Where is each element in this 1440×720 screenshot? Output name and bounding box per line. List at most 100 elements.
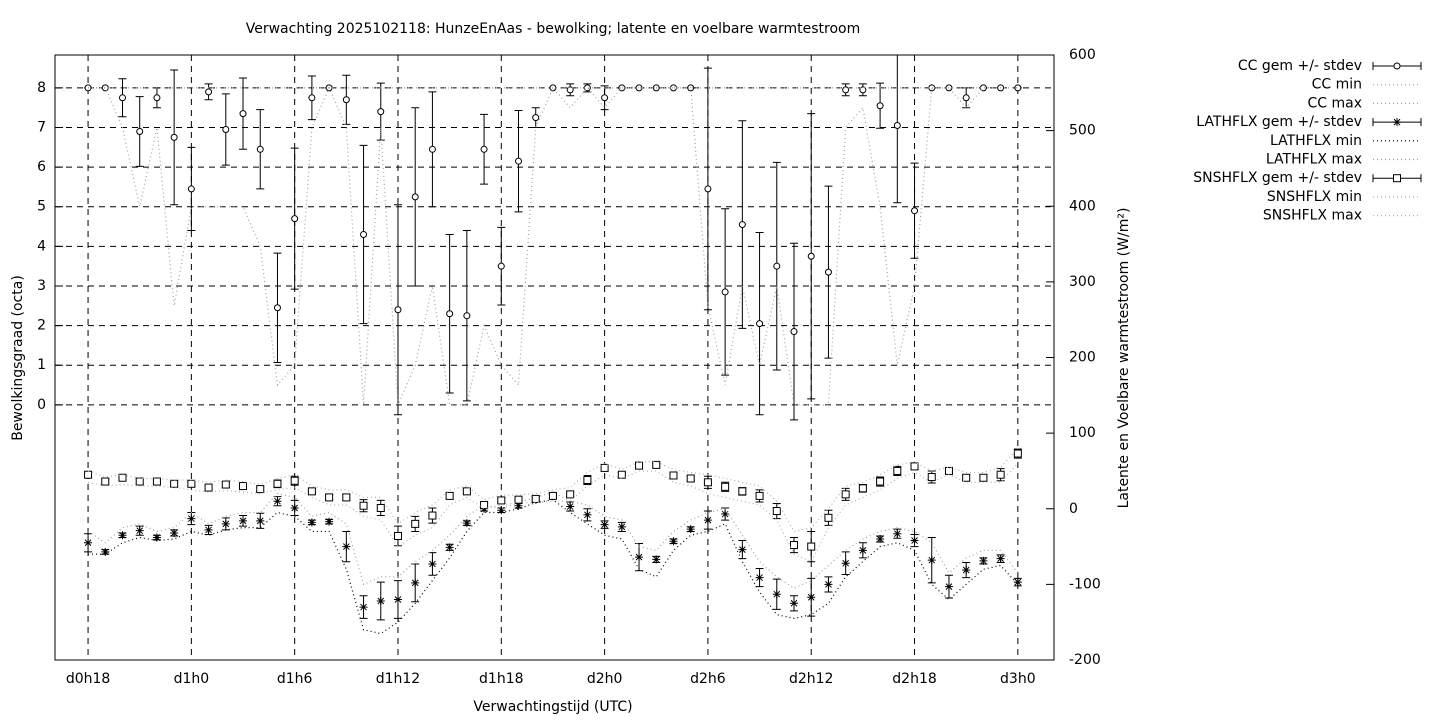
plot-area (55, 55, 1054, 660)
marker (152, 477, 161, 486)
marker (773, 262, 781, 270)
marker (273, 304, 281, 312)
marker (703, 516, 712, 525)
x-tick-label: d2h18 (892, 671, 936, 687)
marker (308, 94, 316, 102)
marker (152, 533, 161, 542)
marker (239, 516, 248, 525)
plot-frame (54, 54, 1055, 661)
x-tick-label: d2h6 (690, 671, 726, 687)
y-tick-label: 7 (37, 120, 46, 136)
y-tick-label: 8 (37, 80, 46, 96)
marker (927, 556, 936, 565)
marker (462, 519, 471, 528)
marker (893, 122, 901, 130)
y2-tick-label: 400 (1069, 198, 1096, 214)
marker (911, 207, 919, 215)
marker (601, 94, 609, 102)
marker (514, 501, 523, 510)
marker (84, 538, 93, 547)
marker (256, 485, 265, 494)
marker (187, 185, 195, 193)
marker (428, 145, 436, 153)
marker (101, 547, 110, 556)
legend-label: SNSHFLX max (1263, 208, 1362, 224)
marker (359, 501, 368, 510)
marker (273, 479, 282, 488)
marker (307, 487, 316, 496)
marker (222, 125, 230, 133)
marker (221, 519, 230, 528)
y2-tick-label: 500 (1069, 123, 1096, 139)
marker (876, 477, 885, 486)
chart-title: Verwachting 2025102118: HunzeEnAas - bew… (246, 21, 861, 37)
y2-tick-label: 200 (1069, 350, 1096, 366)
legend-label: LATHFLX gem +/- stdev (1196, 114, 1362, 130)
line (87, 491, 1019, 589)
marker (411, 578, 420, 587)
marker (944, 582, 953, 591)
legend-marker (1393, 118, 1401, 127)
marker (772, 507, 781, 516)
marker (515, 157, 523, 165)
y-axis-label: Bewolkingsgraad (octa) (10, 275, 26, 441)
line (88, 499, 1019, 635)
marker (497, 262, 505, 270)
marker (170, 479, 179, 488)
marker (411, 519, 420, 528)
marker (652, 460, 661, 469)
marker (996, 554, 1005, 563)
x-axis-label: Verwachtingstijd (UTC) (473, 699, 632, 715)
marker (583, 476, 592, 485)
x-tick-label: d2h12 (789, 671, 833, 687)
marker (858, 546, 867, 555)
marker (221, 480, 230, 489)
marker (566, 490, 575, 499)
x-tick-label: d1h12 (376, 671, 420, 687)
marker (790, 599, 799, 608)
marker (756, 320, 764, 328)
marker (342, 493, 351, 502)
marker (807, 593, 816, 602)
marker (84, 470, 93, 479)
x-tick-label: d3h0 (1000, 671, 1036, 687)
line (87, 462, 1019, 563)
marker (428, 559, 437, 568)
y2-tick-label: -100 (1069, 576, 1101, 592)
y-tick-label: 3 (37, 278, 46, 294)
x-tick-label: d1h18 (479, 671, 523, 687)
y-tick-label: 1 (37, 357, 46, 373)
marker (790, 541, 799, 550)
y-tick-label: 4 (37, 238, 46, 254)
marker (686, 474, 695, 483)
marker (290, 476, 299, 485)
marker (721, 288, 729, 296)
marker (548, 491, 557, 500)
marker (204, 483, 213, 492)
marker (755, 573, 764, 582)
legend-marker (1393, 174, 1401, 183)
marker (377, 108, 385, 116)
marker (772, 590, 781, 599)
legend-label: CC gem +/- stdev (1238, 58, 1362, 74)
marker (1013, 578, 1022, 587)
marker (205, 88, 213, 96)
marker (979, 473, 988, 482)
marker (738, 487, 747, 496)
legend-label: CC min (1312, 77, 1362, 93)
marker (841, 559, 850, 568)
legend-label: SNSHFLX min (1267, 189, 1362, 205)
marker (617, 470, 626, 479)
marker (824, 268, 832, 276)
marker (755, 491, 764, 500)
x-tick-label: d1h0 (174, 671, 210, 687)
marker (342, 96, 350, 104)
marker (876, 535, 885, 543)
marker (101, 84, 109, 92)
marker (893, 529, 902, 538)
marker (273, 497, 282, 506)
marker (910, 536, 919, 545)
marker (807, 252, 815, 260)
marker (962, 94, 970, 102)
marker (704, 185, 712, 193)
